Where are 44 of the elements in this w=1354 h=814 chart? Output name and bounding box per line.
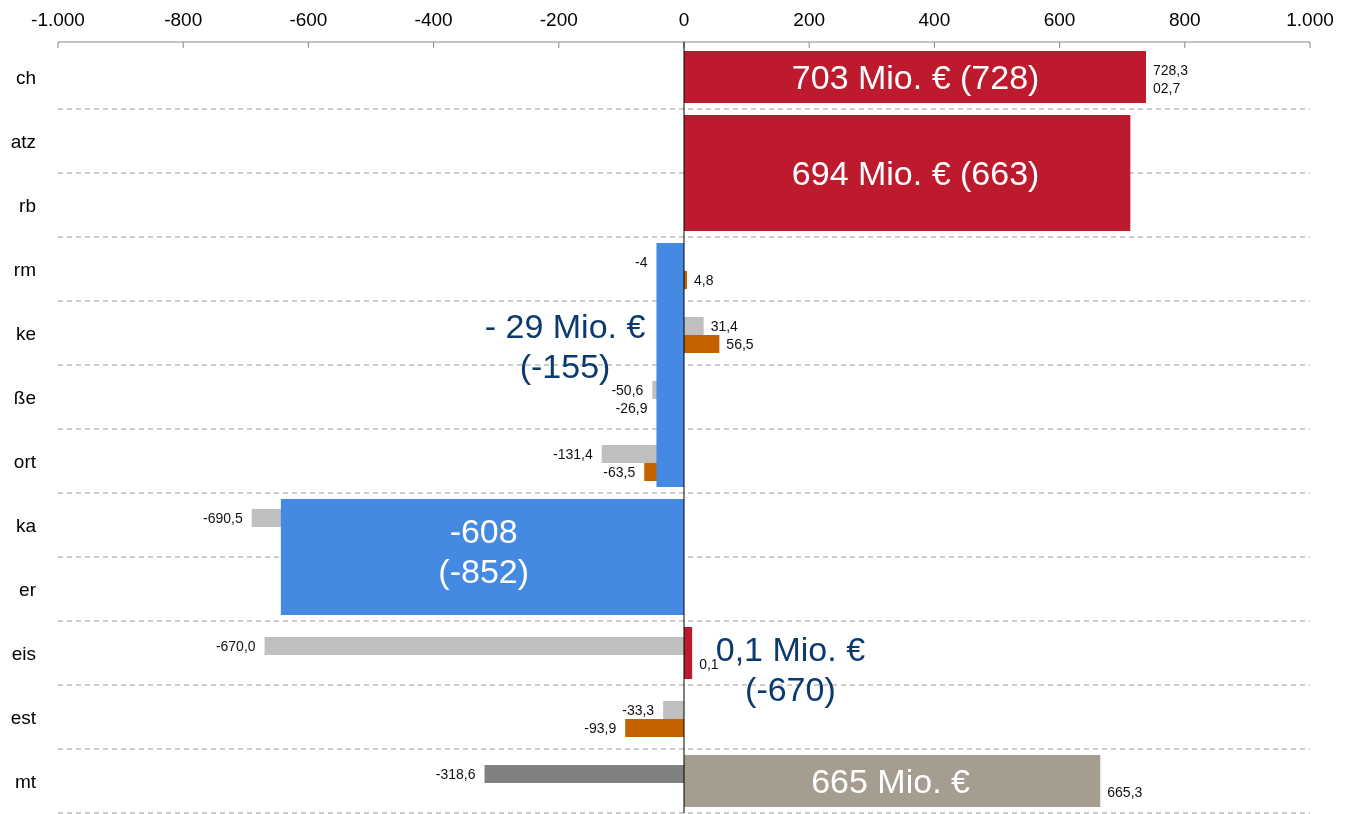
data-label: 56,5 [726, 336, 754, 352]
y-tick-label: rm [13, 259, 36, 280]
annotation: 694 Mio. € (663) [791, 154, 1040, 192]
x-tick-label: -600 [289, 9, 328, 30]
x-tick-label: -1.000 [31, 9, 85, 30]
x-tick-label: 400 [918, 9, 951, 30]
y-tick-label: ke [15, 323, 36, 344]
y-tick-label: rb [19, 195, 36, 216]
data-label: -690,5 [203, 510, 243, 526]
data-label: -63,5 [603, 464, 636, 480]
y-tick-label: eis [11, 643, 36, 664]
y-tick-label: mt [14, 771, 37, 792]
x-tick-label: 200 [793, 9, 826, 30]
text: 665,3 [1107, 784, 1143, 800]
y-tick-label: ort [13, 451, 37, 472]
text: 02,7 [1152, 80, 1181, 96]
x-tick-label: 600 [1043, 9, 1076, 30]
data-label: -50,6 [611, 382, 644, 398]
y-tick-label: ße [13, 387, 36, 408]
y-tick-label: est [10, 707, 37, 728]
data-label: -93,9 [584, 720, 617, 736]
annotation: 665 Mio. € [811, 762, 971, 800]
text: -26,9 [615, 400, 648, 416]
data-label: -131,4 [553, 446, 593, 462]
data-label: -33,3 [622, 702, 655, 718]
data-label: 4,8 [694, 272, 714, 288]
x-tick-label: 800 [1168, 9, 1201, 30]
x-tick-label: 0 [678, 9, 690, 30]
x-tick-label: -800 [164, 9, 203, 30]
annotation: - 29 Mio. € (-155) [484, 306, 646, 385]
x-tick-label: -200 [539, 9, 578, 30]
annotation: -608 (-852) [438, 511, 530, 590]
text: -4 [635, 254, 648, 270]
y-tick-label: ka [15, 515, 37, 536]
x-tick-label: -400 [414, 9, 453, 30]
text: 728,3 [1152, 62, 1189, 78]
y-tick-label: er [19, 579, 37, 600]
data-label: -670,0 [215, 638, 256, 654]
y-tick-label: atz [10, 131, 36, 152]
data-label: 31,4 [710, 318, 739, 334]
y-tick-label: ch [15, 67, 36, 88]
data-label: -318,6 [435, 766, 476, 782]
x-tick-label: 1.000 [1286, 9, 1334, 30]
annotation: 703 Mio. € (728) [791, 58, 1040, 96]
